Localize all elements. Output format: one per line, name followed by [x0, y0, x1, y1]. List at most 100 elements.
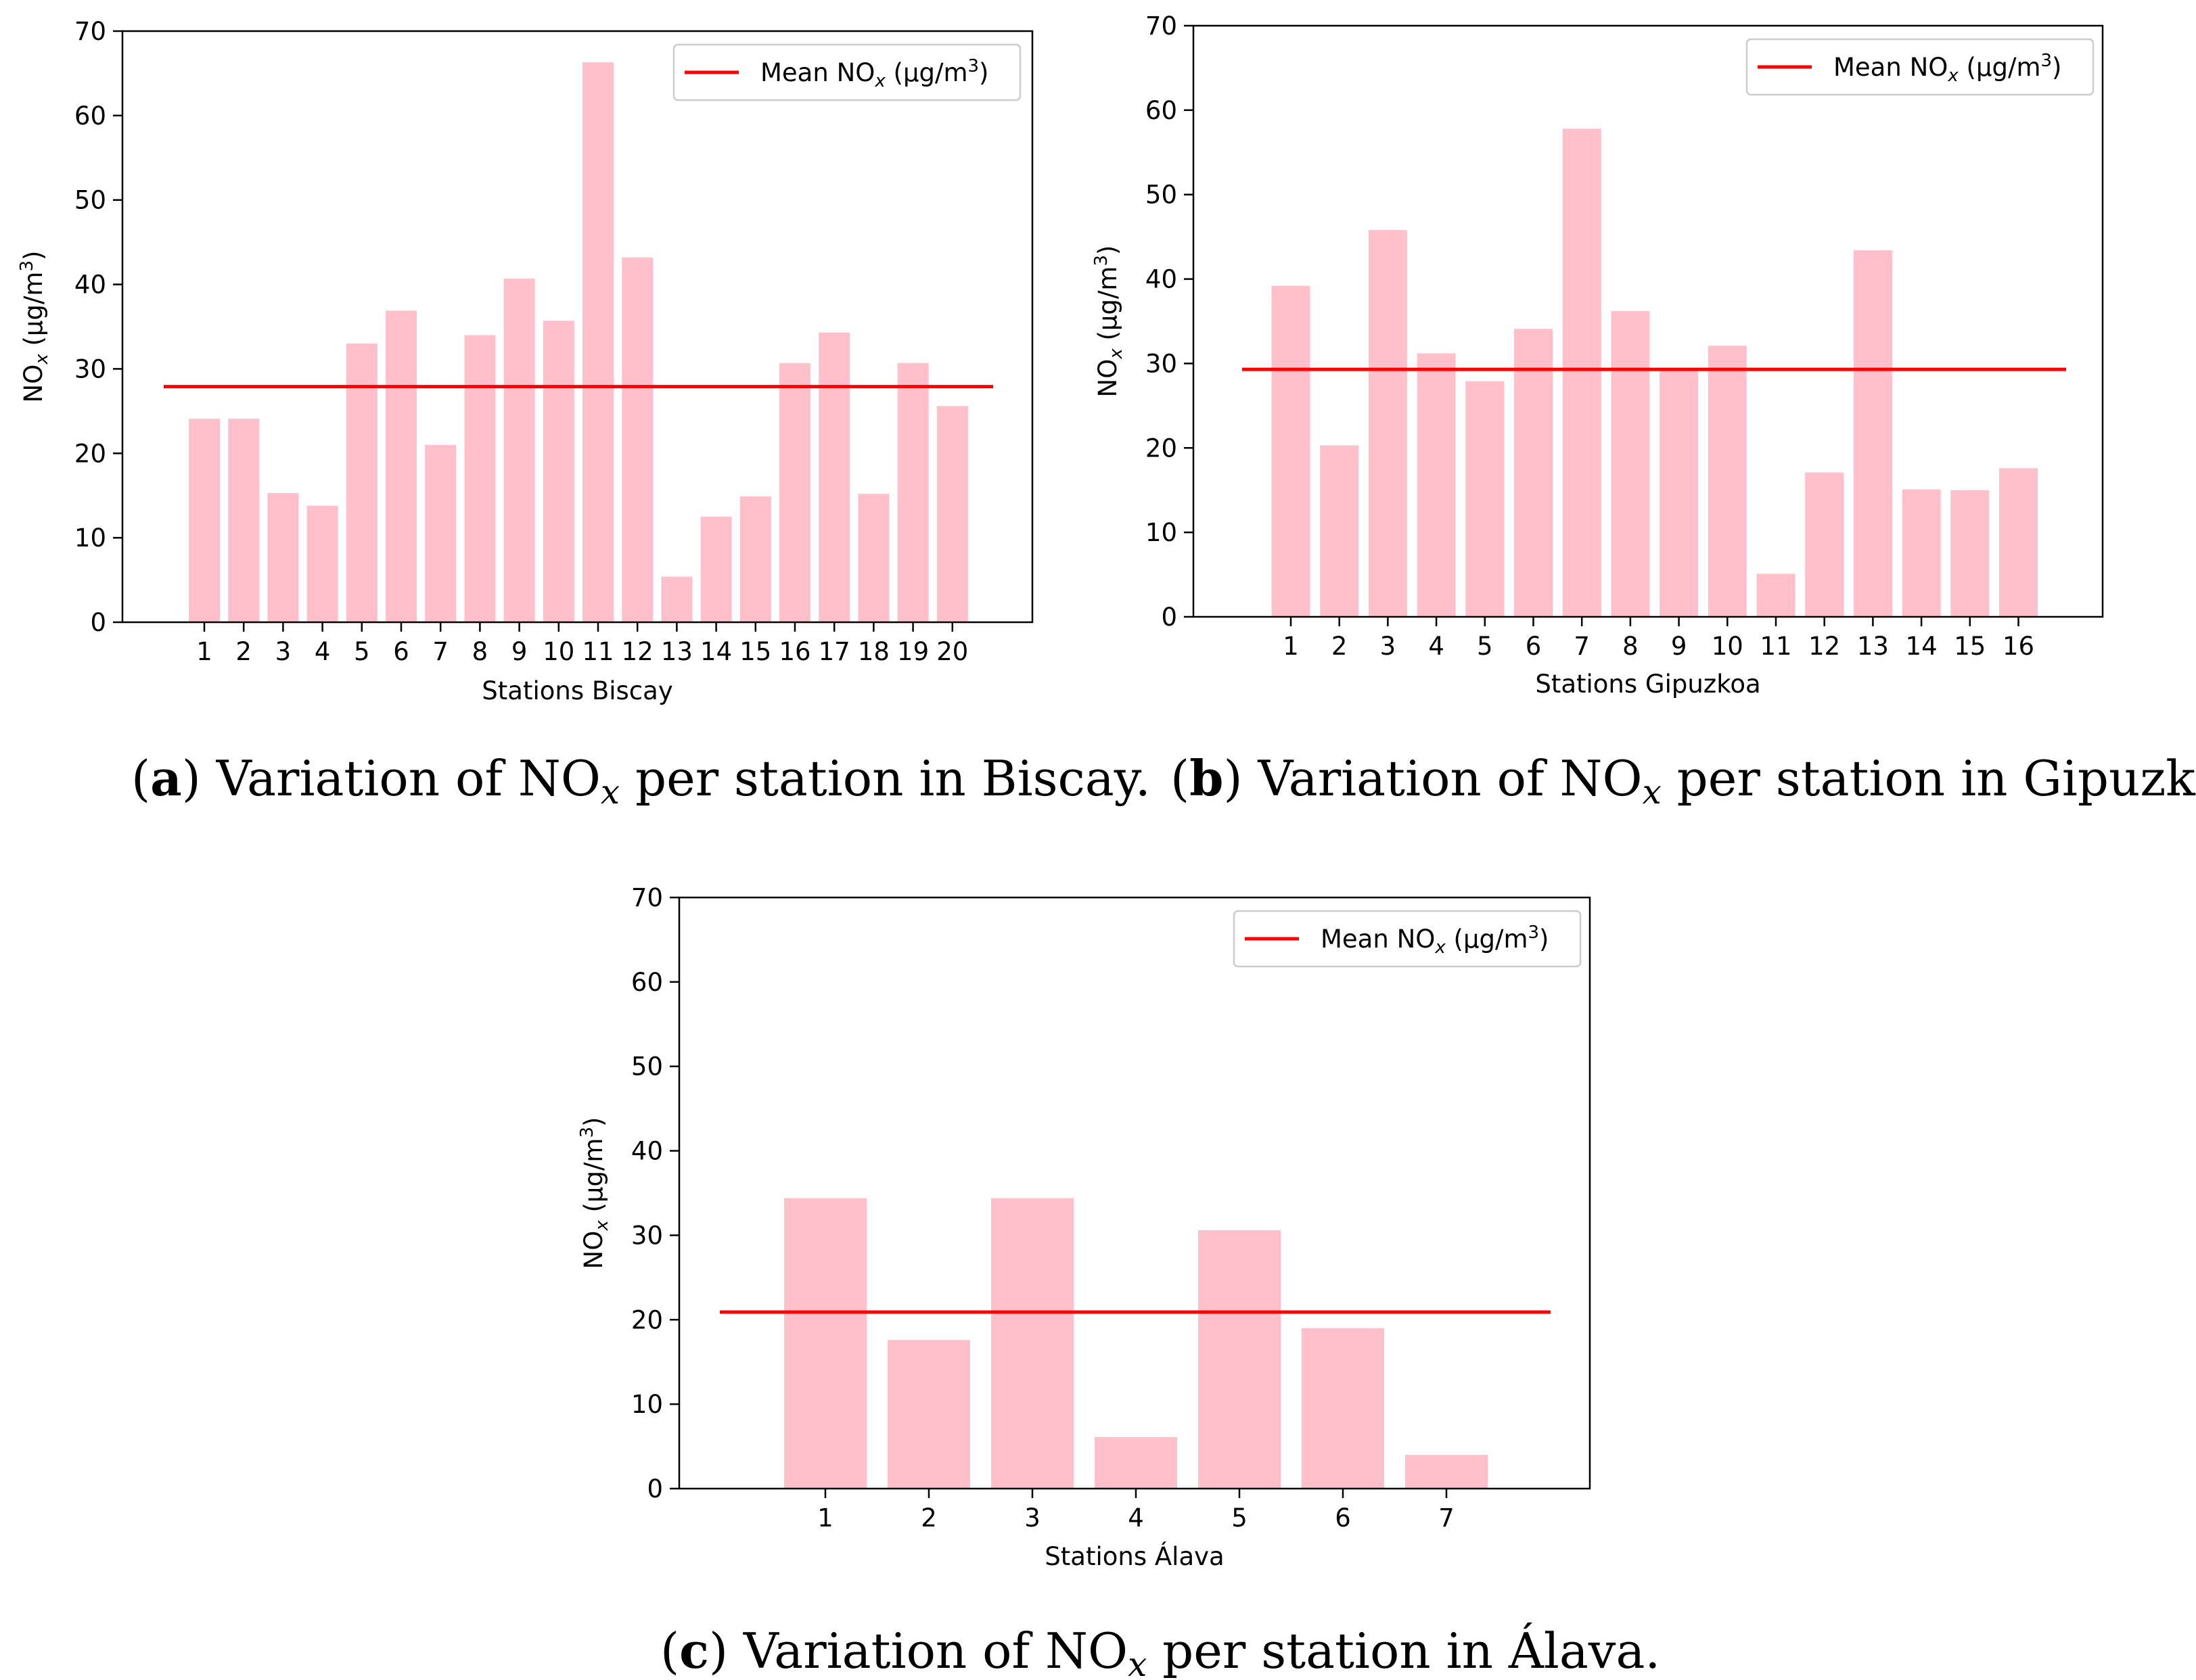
bar-station-4: [306, 505, 338, 622]
bar-station-9: [1660, 369, 1699, 617]
legend-label-close: ): [979, 58, 988, 87]
legend-label-base: Mean NO: [760, 58, 875, 87]
caption-rest: per station in Biscay.: [620, 750, 1151, 807]
y-label-close: ): [19, 251, 48, 260]
caption-paren-open: (: [131, 750, 150, 807]
bar-station-7: [425, 444, 457, 622]
y-tick-label: 0: [647, 1474, 663, 1503]
y-tick-label: 40: [1145, 265, 1177, 294]
x-tick-label: 4: [315, 637, 331, 666]
x-tick-label: 4: [1428, 632, 1444, 661]
bar-station-10: [543, 321, 574, 622]
figure-caption: (c) Variation of NOx per station in Álav…: [660, 1622, 1660, 1680]
caption-label: b: [1189, 749, 1223, 807]
x-tick-label: 14: [1906, 632, 1938, 661]
y-tick-label: 10: [1145, 518, 1177, 547]
legend-box: [672, 43, 1022, 101]
x-tick-label: 7: [432, 637, 449, 666]
y-tick-label: 30: [74, 354, 106, 383]
y-tick-label: 20: [1145, 434, 1177, 463]
x-tick-label: 18: [858, 637, 890, 666]
bar-station-11: [582, 62, 614, 622]
bar-station-2: [888, 1340, 970, 1489]
bar-station-2: [228, 419, 260, 622]
bar-station-16: [1999, 468, 2038, 617]
bar-station-14: [1902, 489, 1941, 617]
chart-panel-c: 0 10 20 30 40 50 60 70 1 2 3 4 5 6 7 Stations Álava NOx …: [577, 883, 1660, 1680]
plot-frame: [1192, 24, 2104, 618]
bar-station-5: [1198, 1230, 1281, 1489]
y-tick-label: 40: [631, 1137, 663, 1166]
x-tick-label: 14: [700, 637, 732, 666]
x-tick-label: 16: [779, 637, 810, 666]
bar-station-17: [819, 332, 850, 622]
plot-frame: [121, 30, 1034, 624]
bar-station-15: [739, 496, 771, 622]
bar-station-1: [189, 419, 220, 622]
legend-label-sup: 3: [968, 56, 980, 76]
caption-paren-close: ): [182, 750, 216, 807]
bar-station-3: [1368, 230, 1407, 617]
x-tick-label: 15: [1954, 632, 1986, 661]
bar-station-6: [1514, 329, 1553, 617]
y-tick-label: 0: [90, 608, 106, 637]
legend: Mean NOx (µg/m3): [1233, 910, 1582, 968]
caption-sub: x: [1643, 772, 1662, 812]
x-tick-label: 6: [1526, 632, 1542, 661]
bar-station-7: [1405, 1455, 1488, 1489]
y-axis-label: NOx (µg/m3): [1091, 246, 1126, 398]
x-tick-label: 2: [235, 637, 252, 666]
x-tick-label: 5: [354, 637, 370, 666]
y-tick-label: 10: [631, 1390, 663, 1419]
legend-label: Mean NOx (µg/m3): [1321, 923, 1549, 958]
x-tick-label: 15: [739, 637, 771, 666]
legend: Mean NOx (µg/m3): [1745, 38, 2095, 96]
y-tick-label: 60: [631, 968, 663, 997]
legend-box: [1745, 38, 2095, 96]
y-label-unit: (µg/m: [1093, 266, 1122, 349]
bar-station-7: [1562, 129, 1601, 617]
y-label-unit: (µg/m: [19, 272, 48, 354]
x-tick-label: 10: [543, 637, 574, 666]
bar-station-4: [1417, 353, 1456, 617]
x-tick-label: 4: [1128, 1503, 1144, 1533]
y-label-sub: x: [592, 1220, 612, 1232]
legend-label-close: ): [1539, 925, 1549, 954]
bar-station-14: [700, 516, 732, 622]
legend-box: [1233, 910, 1582, 968]
bar-station-4: [1095, 1437, 1177, 1489]
y-axis-label: NOx (µg/m3): [577, 1117, 612, 1269]
y-label-unit: (µg/m: [579, 1138, 608, 1221]
bar-station-12: [622, 257, 654, 622]
x-tick-label: 19: [897, 637, 929, 666]
bar-station-1: [1271, 285, 1310, 617]
y-tick-label: 50: [631, 1052, 663, 1081]
x-tick-label: 3: [1024, 1503, 1040, 1533]
bar-station-8: [464, 335, 496, 622]
plot-frame: [678, 896, 1591, 1490]
x-tick-label: 7: [1574, 632, 1590, 661]
bar-station-11: [1756, 574, 1795, 617]
y-axis-label: NOx (µg/m3): [17, 251, 52, 403]
legend-label-sub: x: [874, 71, 886, 91]
y-tick-label: 20: [631, 1305, 663, 1334]
x-axis-label: Stations Biscay: [482, 676, 672, 705]
legend-label-sup: 3: [1528, 923, 1540, 943]
x-tick-label: 13: [661, 637, 693, 666]
x-tick-label: 16: [2003, 632, 2034, 661]
x-tick-label: 6: [393, 637, 409, 666]
y-tick-label: 20: [74, 439, 106, 468]
bar-station-3: [267, 492, 299, 622]
caption-rest: per station in Gipuzkoa.: [1662, 750, 2196, 807]
x-tick-label: 13: [1857, 632, 1889, 661]
x-tick-label: 5: [1477, 632, 1493, 661]
bar-station-19: [897, 363, 929, 622]
legend-label-unit: (µg/m: [1446, 925, 1528, 954]
caption-paren-open: (: [1170, 750, 1189, 807]
x-tick-label: 2: [1331, 632, 1348, 661]
y-label-sub: x: [1106, 348, 1126, 360]
y-tick-label: 60: [1145, 96, 1177, 125]
